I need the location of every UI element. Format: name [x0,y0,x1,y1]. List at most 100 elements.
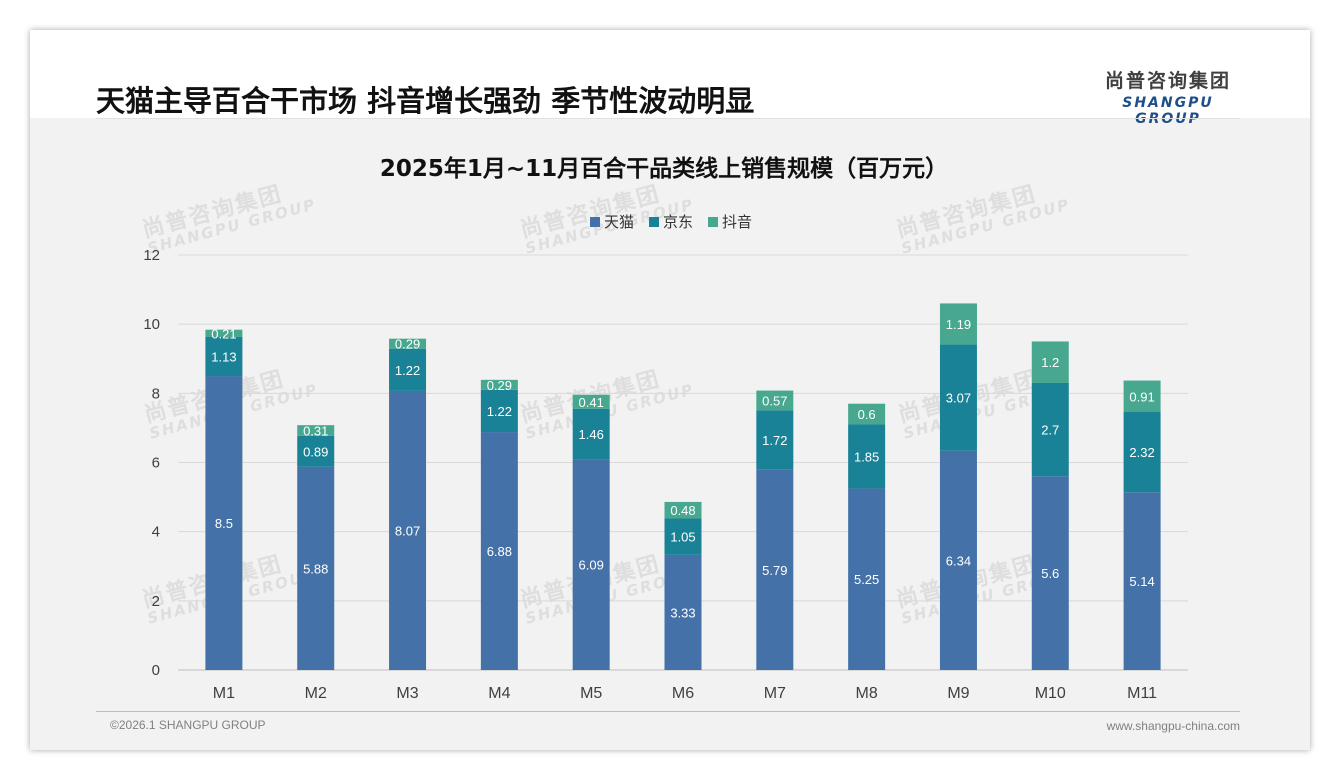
x-tick-label: M2 [305,685,327,702]
data-label: 1.72 [762,433,787,448]
legend-label: 抖音 [722,213,752,231]
bar-segment-京东 [205,336,243,377]
legend-label: 天猫 [604,213,634,231]
bar-segment-抖音 [389,338,427,349]
y-tick-label: 6 [152,455,160,472]
data-label: 8.07 [395,523,420,538]
data-label: 6.88 [487,544,512,559]
bar-segment-京东 [480,389,518,433]
page-title: 天猫主导百合干市场 抖音增长强劲 季节性波动明显 [96,84,755,118]
y-tick-label: 10 [143,316,160,333]
y-axis: 0 2 4 6 8 10 12 [143,247,160,679]
x-tick-label: M3 [396,685,418,702]
bar-segment-京东 [756,410,794,470]
data-label: 0.29 [487,378,512,393]
y-tick-label: 12 [143,247,160,264]
x-tick-label: M6 [672,685,694,702]
bar-segment-京东 [297,435,335,467]
data-label: 8.5 [215,516,233,531]
data-label: 0.21 [211,326,236,341]
data-label: 3.33 [670,605,695,620]
bar-segment-抖音 [1031,341,1069,383]
bar-segment-京东 [1031,382,1069,477]
bar-segment-天猫 [756,469,794,670]
legend: 天猫 京东 抖音 [590,213,752,231]
x-tick-label: M11 [1127,685,1157,702]
x-tick-label: M7 [764,685,786,702]
company-logo: 尚普咨询集团 SHANGPU GROUP [1088,66,1248,127]
logo-cn-text: 尚普咨询集团 [1104,70,1231,92]
bar-segment-天猫 [572,459,610,670]
x-tick-label: M5 [580,685,602,702]
bar-segment-抖音 [480,379,518,390]
header: 天猫主导百合干市场 抖音增长强劲 季节性波动明显 尚普咨询集团 SHANGPU … [30,30,1310,127]
y-tick-label: 0 [152,662,160,679]
data-label: 1.05 [670,530,695,545]
header-divider [96,118,1240,119]
bar-segment-抖音 [939,303,977,345]
data-label: 1.85 [854,449,879,464]
copyright-text: ©2026.1 SHANGPU GROUP [110,718,266,732]
data-label: 1.46 [579,427,604,442]
bar-segment-天猫 [297,466,335,670]
bar-segment-抖音 [756,390,794,411]
data-label: 2.7 [1041,423,1059,438]
data-label: 0.6 [858,407,876,422]
data-label: 0.29 [395,337,420,352]
data-label: 0.91 [1129,389,1154,404]
legend-swatch [649,217,659,227]
logo-en-text: SHANGPU GROUP [1122,95,1214,127]
bar-segment-京东 [939,344,977,451]
bars: 8.5 1.13 0.21 5.88 0.89 0.31 8.07 1.22 0.29 6.88 1… [205,303,1161,670]
y-tick-label: 8 [152,385,160,402]
bar-segment-天猫 [389,390,427,670]
bar-segment-天猫 [939,450,977,670]
bar-segment-抖音 [205,329,243,337]
slide: 天猫主导百合干市场 抖音增长强劲 季节性波动明显 尚普咨询集团 SHANGPU … [30,30,1310,750]
data-label: 1.13 [211,350,236,365]
data-label: 1.22 [395,363,420,378]
data-label: 5.79 [762,563,787,578]
data-label: 5.88 [303,561,328,576]
x-tick-label: M9 [947,685,969,702]
bar-segment-抖音 [297,425,335,436]
data-label: 3.07 [946,391,971,406]
x-axis: M1 M2 M3 M4 M5 M6 M7 M8 M9 M10 M11 [213,685,1157,702]
data-label: 6.34 [946,553,971,568]
bar-segment-天猫 [1031,476,1069,670]
data-label: 5.6 [1041,566,1059,581]
legend-swatch [590,217,600,227]
stacked-bar-chart: 2025年1月~11月百合干品类线上销售规模（百万元） 0 2 4 6 8 10 12 8.… [143,155,1188,702]
legend-label: 京东 [663,213,693,231]
data-label: 6.09 [579,558,604,573]
data-label: 1.19 [946,317,971,332]
bar-segment-抖音 [1123,380,1161,413]
data-label: 0.89 [303,444,328,459]
data-label: 0.31 [303,424,328,439]
data-label: 0.41 [579,395,604,410]
data-label: 1.22 [487,404,512,419]
x-tick-label: M8 [856,685,878,702]
bar-segment-京东 [572,408,610,460]
bar-segment-京东 [1123,412,1161,493]
bar-segment-京东 [664,518,702,555]
data-label: 5.14 [1129,574,1154,589]
legend-swatch [708,217,718,227]
bar-segment-抖音 [848,403,886,425]
chart-title: 2025年1月~11月百合干品类线上销售规模（百万元） [380,155,948,182]
data-label: 2.32 [1129,445,1154,460]
x-tick-label: M4 [488,685,510,702]
bar-segment-天猫 [480,432,518,670]
data-label: 1.2 [1041,355,1059,370]
bar-segment-京东 [848,424,886,489]
bar-segment-天猫 [205,376,243,670]
data-label: 0.57 [762,393,787,408]
x-tick-label: M1 [213,685,235,702]
website-link[interactable]: www.shangpu-china.com [1106,719,1240,733]
data-label: 5.25 [854,572,879,587]
data-label: 0.48 [670,503,695,518]
bar-segment-天猫 [848,488,886,670]
bar-segment-抖音 [664,501,702,519]
x-tick-label: M10 [1035,685,1066,702]
y-tick-label: 2 [152,593,160,610]
